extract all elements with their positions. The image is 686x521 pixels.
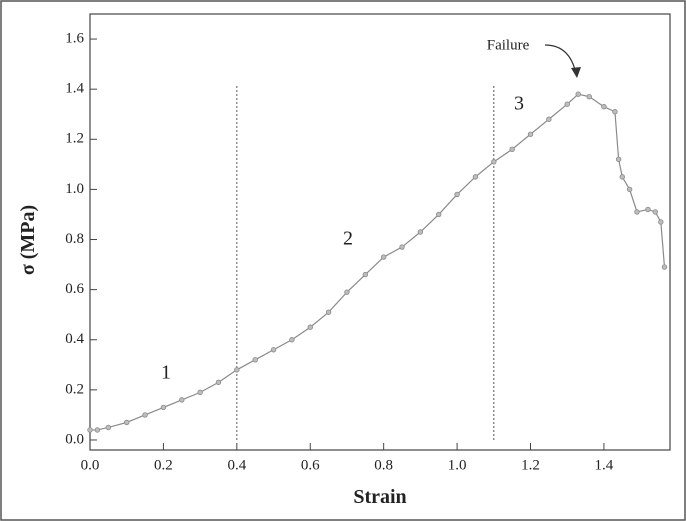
y-tick-label: 1.6 (65, 30, 84, 46)
x-tick-label: 0.0 (81, 457, 100, 473)
y-tick-label: 1.2 (65, 131, 84, 147)
data-point (491, 159, 497, 165)
annotation: Failure (487, 37, 530, 53)
data-point (658, 219, 664, 225)
data-point (142, 412, 148, 418)
data-point (546, 116, 552, 122)
data-point (307, 324, 313, 330)
data-point (270, 347, 277, 353)
x-tick-label: 0.2 (154, 457, 173, 473)
data-point (124, 419, 130, 426)
y-tick-label: 0.8 (65, 231, 84, 247)
y-tick-label: 0.2 (65, 381, 84, 397)
annotation: 1 (161, 362, 171, 384)
annotation-arrow (544, 44, 577, 75)
data-point (615, 156, 622, 163)
data-point (634, 209, 640, 215)
data-point (160, 404, 167, 411)
x-axis-label: Strain (353, 486, 406, 508)
annotation: 2 (343, 228, 353, 250)
y-tick-label: 1.0 (65, 181, 84, 197)
data-point (344, 289, 350, 295)
data-point (645, 206, 651, 213)
arrow-head (571, 67, 581, 78)
data-point (601, 104, 607, 110)
data-point (564, 101, 570, 107)
x-tick-label: 0.4 (227, 457, 246, 473)
y-tick-label: 0.0 (65, 431, 84, 447)
y-tick-label: 0.4 (65, 331, 84, 347)
data-point (619, 174, 625, 180)
data-point (509, 146, 515, 153)
x-tick-label: 1.4 (595, 457, 614, 473)
data-point (612, 109, 618, 115)
x-tick-label: 1.0 (448, 457, 467, 473)
data-point (234, 367, 240, 373)
data-point (215, 379, 222, 386)
data-point (252, 357, 258, 363)
annotation: 3 (514, 93, 524, 115)
data-point (661, 264, 668, 270)
x-tick-label: 0.8 (374, 457, 393, 473)
data-point (179, 397, 185, 403)
data-point (436, 211, 442, 218)
data-point (325, 309, 332, 315)
data-point (652, 209, 659, 215)
data-point (362, 271, 369, 278)
data-point (417, 229, 424, 235)
plot-area (89, 13, 671, 451)
data-point (289, 337, 295, 343)
y-tick-label: 1.4 (65, 81, 84, 97)
x-tick-label: 0.6 (301, 457, 320, 473)
data-point (575, 91, 581, 97)
data-point (87, 427, 93, 433)
data-point (586, 93, 592, 100)
data-point (105, 424, 112, 431)
data-point (94, 427, 101, 433)
data-point (527, 131, 534, 137)
x-tick-label: 1.2 (521, 457, 540, 473)
data-point (399, 244, 405, 250)
y-tick-label: 0.6 (65, 281, 84, 297)
data-point (472, 174, 479, 180)
data-point (197, 389, 203, 396)
data-point (626, 186, 633, 193)
y-axis-label: σ (MPa) (17, 205, 39, 275)
data-point (454, 191, 460, 198)
data-line (90, 93, 666, 431)
data-point (380, 254, 387, 260)
